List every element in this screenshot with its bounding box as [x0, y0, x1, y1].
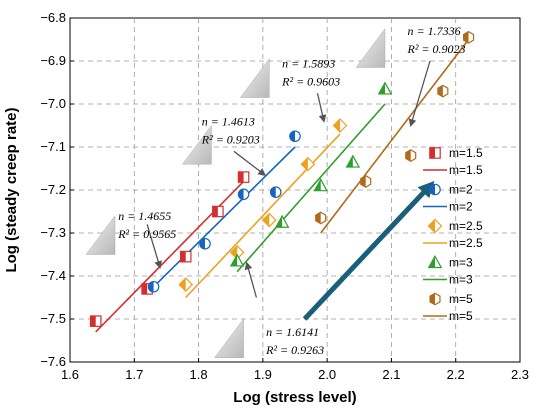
y-tick-label: −6.8	[40, 10, 66, 25]
x-tick-label: 2.1	[382, 367, 400, 382]
x-axis-title: Log (stress level)	[233, 389, 356, 406]
data-point	[360, 174, 372, 188]
data-point	[89, 315, 102, 327]
y-axis-title: Log (steady creep rate)	[3, 107, 20, 272]
y-tick-label: −7.1	[40, 139, 66, 154]
fit-line	[185, 133, 341, 299]
annotation-r2: R² = 0.9565	[117, 227, 176, 241]
data-point	[229, 253, 245, 267]
legend-marker	[429, 147, 441, 159]
data-point	[377, 81, 393, 95]
trend-arrow-line	[302, 181, 435, 321]
legend-marker	[429, 292, 441, 306]
slope-triangle	[85, 215, 116, 255]
data-point	[179, 250, 192, 263]
data-points	[89, 30, 475, 327]
y-tick-label: −6.9	[40, 53, 66, 68]
annotation-arrow	[233, 150, 267, 176]
y-tick-label: −7.4	[40, 268, 66, 283]
data-point	[313, 178, 328, 192]
annotation-r2: R² = 0.9263	[265, 343, 324, 357]
legend-label: m=2	[449, 200, 473, 214]
legend-label: m=1.5	[449, 163, 483, 177]
annotation-arrows	[146, 60, 431, 298]
slope-triangle	[182, 124, 212, 165]
annotation-r2: R² = 0.9203	[201, 133, 260, 147]
annotations: n = 1.4655 R² = 0.9565 n = 1.4613 R² = 0.92…	[117, 24, 465, 357]
x-tick-label: 1.9	[254, 367, 272, 382]
x-tick-label: 1.8	[190, 367, 208, 382]
data-point	[274, 214, 290, 228]
slope-triangle	[355, 27, 386, 68]
legend-label: m=5	[449, 309, 473, 323]
annotation-n: n = 1.7336	[408, 24, 461, 38]
annotation-n: n = 1.6141	[266, 325, 319, 339]
data-point	[300, 156, 316, 172]
annotation-arrow	[408, 60, 431, 127]
data-point	[345, 154, 361, 168]
slope-triangle	[214, 318, 244, 358]
legend-label: m=1.5	[449, 146, 483, 160]
data-point	[147, 280, 160, 293]
legend-marker	[427, 218, 443, 234]
fit-line	[236, 103, 386, 273]
x-tick-label: 2.2	[447, 367, 465, 382]
annotation-r2: R² = 0.9603	[281, 74, 340, 88]
legend-label: m=2.5	[449, 219, 483, 233]
y-tick-label: −7.2	[40, 182, 66, 197]
fit-line	[146, 146, 296, 294]
x-tick-label: 2.0	[318, 367, 336, 382]
trend-arrow	[302, 181, 435, 321]
data-point	[315, 211, 327, 225]
slope-triangle	[239, 58, 270, 98]
annotation-n: n = 1.4613	[202, 115, 255, 129]
x-tick-label: 1.7	[125, 367, 143, 382]
annotation-arrow	[316, 93, 327, 123]
x-tick-label: 1.6	[61, 367, 79, 382]
data-point	[212, 205, 224, 218]
data-point	[269, 186, 282, 198]
annotation-n: n = 1.5893	[282, 56, 335, 70]
legend-marker	[429, 183, 441, 196]
legend: m=1.5 m=1.5 m=2 m=2 m=2.5 m=2.5 m=3 m=3 m=5 m=5	[423, 146, 483, 323]
y-tick-label: −7.3	[40, 225, 66, 240]
legend-label: m=2.5	[449, 236, 483, 250]
data-point	[178, 277, 194, 292]
data-point	[289, 130, 301, 143]
y-tick-label: −7.5	[40, 311, 66, 326]
x-tick-labels: 1.6 1.7 1.8 1.9 2.0 2.1 2.2 2.3	[61, 367, 529, 382]
data-point	[437, 84, 449, 98]
annotation-arrow	[244, 261, 258, 298]
legend-label: m=3	[449, 256, 473, 270]
y-tick-labels: −6.8 −6.9 −7.0 −7.1 −7.2 −7.3 −7.4 −7.5 −7.6	[40, 10, 66, 369]
data-point	[463, 30, 475, 44]
data-point	[237, 171, 250, 183]
data-point	[229, 245, 245, 260]
data-point	[237, 188, 250, 201]
data-point	[332, 118, 348, 133]
legend-marker	[427, 255, 443, 269]
y-tick-label: −7.0	[40, 96, 66, 111]
annotation-r2: R² = 0.9023	[407, 42, 466, 56]
legend-label: m=3	[449, 273, 473, 287]
legend-label: m=2	[449, 183, 473, 197]
fit-line	[320, 39, 470, 234]
annotation-n: n = 1.4655	[118, 209, 171, 223]
annotation-arrow	[146, 224, 162, 269]
slope-triangles	[85, 27, 386, 358]
data-point	[199, 237, 211, 250]
data-point	[261, 212, 277, 228]
legend-label: m=5	[449, 292, 473, 306]
data-point	[405, 149, 417, 163]
x-tick-label: 2.3	[511, 367, 529, 382]
y-tick-label: −7.6	[40, 354, 66, 369]
